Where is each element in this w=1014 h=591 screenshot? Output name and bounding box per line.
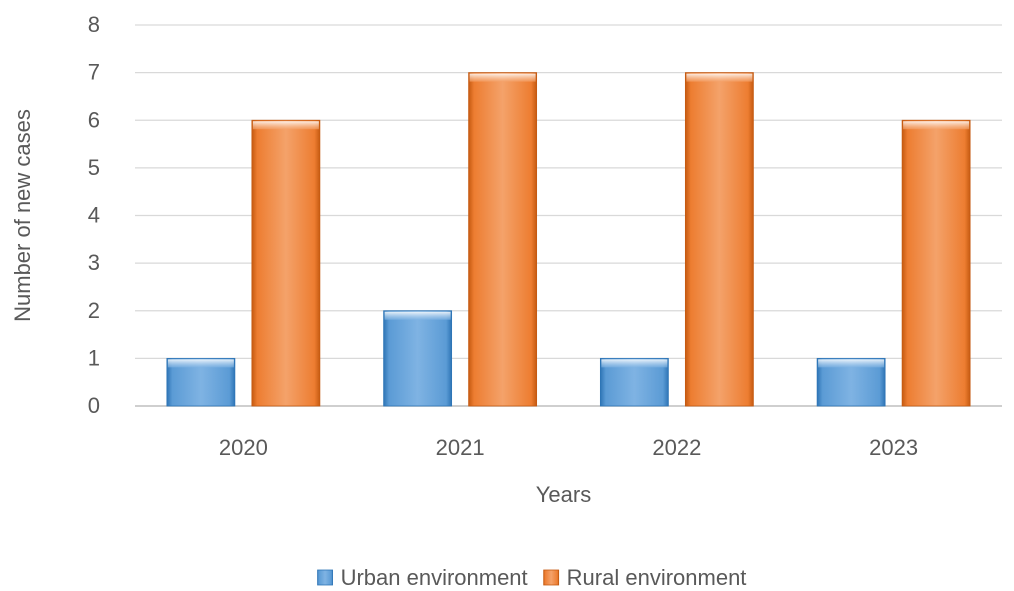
y-tick-label: 1 [88, 345, 100, 370]
y-tick-label: 0 [88, 393, 100, 418]
bar-bevel [686, 73, 753, 82]
x-tick-label: 2023 [869, 435, 918, 460]
bar [383, 310, 453, 407]
bar-bevel [469, 73, 536, 82]
bar-rural-2022 [684, 72, 754, 407]
bar-bevel [903, 121, 970, 130]
bar-urban-2023 [816, 357, 886, 407]
x-tick-label: 2021 [436, 435, 485, 460]
legend-label-urban: Urban environment [341, 565, 528, 590]
bar-rural-2021 [468, 72, 538, 407]
y-tick-label: 2 [88, 298, 100, 323]
y-tick-label: 6 [88, 107, 100, 132]
bar [251, 119, 321, 407]
y-tick-label: 4 [88, 203, 100, 228]
bar-bevel [167, 359, 234, 368]
bar-urban-2020 [166, 357, 236, 407]
bar-rural-2023 [901, 119, 971, 407]
x-tick-labels: 2020 2021 2022 2023 [219, 435, 918, 460]
bar-bevel [601, 359, 668, 368]
legend-label-rural: Rural environment [567, 565, 747, 590]
bars [166, 72, 971, 407]
legend-swatch-urban [317, 569, 333, 586]
x-tick-label: 2022 [652, 435, 701, 460]
y-tick-labels: 0 1 2 3 4 5 6 7 8 [88, 12, 100, 418]
y-tick-label: 3 [88, 250, 100, 275]
legend-swatch-rural [543, 569, 560, 586]
bar [901, 119, 971, 407]
y-axis-title: Number of new cases [10, 109, 35, 322]
y-tick-label: 8 [88, 12, 100, 37]
bar [468, 72, 538, 407]
y-tick-label: 5 [88, 155, 100, 180]
bar-urban-2022 [599, 357, 669, 407]
x-axis-title: Years [536, 482, 591, 507]
bar-rural-2020 [251, 119, 321, 407]
legend: Urban environment Rural environment [317, 565, 747, 590]
bar-urban-2021 [383, 310, 453, 407]
bar-bevel [384, 311, 451, 320]
bar [684, 72, 754, 407]
bar-bevel [252, 121, 319, 130]
bar-bevel [818, 359, 885, 368]
y-tick-label: 7 [88, 60, 100, 85]
x-tick-label: 2020 [219, 435, 268, 460]
